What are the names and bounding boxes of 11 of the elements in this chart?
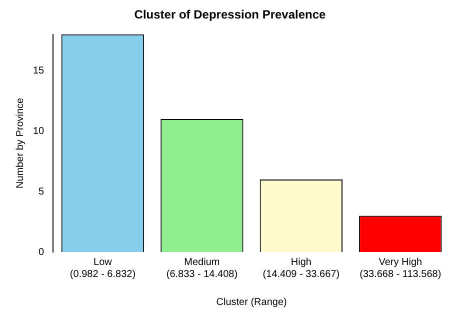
x-tick-label: Low (0.982 - 6.832) [70,256,136,280]
x-tick-label: Medium (6.833 - 14.408) [166,256,238,280]
y-tick-label: 15 [33,65,45,76]
x-tick-label: Very High (33.668 - 113.568) [360,256,442,280]
y-tick-label: 0 [38,246,45,258]
chart-title: Cluster of Depression Prevalence [134,8,326,22]
y-tick-label: 10 [33,126,45,137]
x-tick-label: High (14.409 - 33.667) [262,256,340,280]
y-axis-title: Number by Province [14,97,26,188]
y-tick-label: 5 [38,186,45,198]
x-axis-title: Cluster (Range) [216,296,287,308]
